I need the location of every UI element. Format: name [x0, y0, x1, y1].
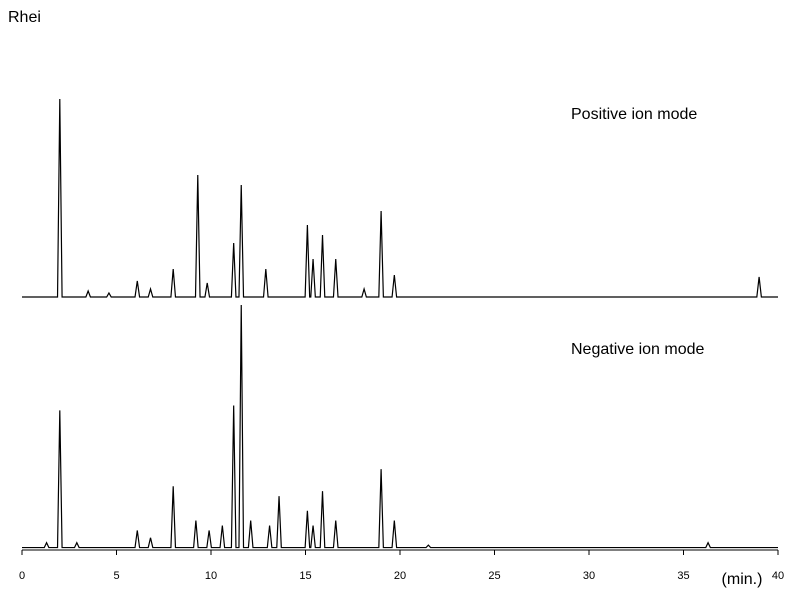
x-tick-label: 5 [113, 570, 119, 582]
x-tick-label: 25 [488, 570, 500, 582]
x-tick-label: 35 [677, 570, 689, 582]
trace-title: Negative ion mode [571, 341, 705, 358]
trace-title: Positive ion mode [571, 106, 697, 123]
x-tick-label: 40 [772, 570, 784, 582]
trace-line [22, 98, 778, 298]
x-tick-label: 20 [394, 570, 406, 582]
x-tick-label: 10 [205, 570, 217, 582]
x-tick-label: 15 [299, 570, 311, 582]
trace-line [22, 304, 778, 549]
x-tick-label: 30 [583, 570, 595, 582]
y-axis-label: Rhei [8, 9, 41, 26]
x-axis-label: (min.) [722, 571, 763, 588]
x-tick-label: 0 [19, 570, 25, 582]
